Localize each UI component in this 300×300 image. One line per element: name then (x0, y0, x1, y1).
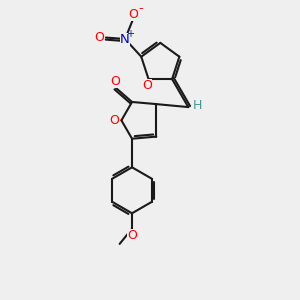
Text: O: O (128, 8, 138, 21)
Text: N: N (120, 32, 130, 46)
Text: H: H (192, 99, 202, 112)
Text: +: + (126, 29, 134, 39)
Text: O: O (127, 229, 137, 242)
Text: -: - (138, 2, 143, 16)
Text: O: O (110, 75, 120, 88)
Text: O: O (109, 114, 119, 127)
Text: O: O (142, 79, 152, 92)
Text: O: O (94, 31, 104, 44)
